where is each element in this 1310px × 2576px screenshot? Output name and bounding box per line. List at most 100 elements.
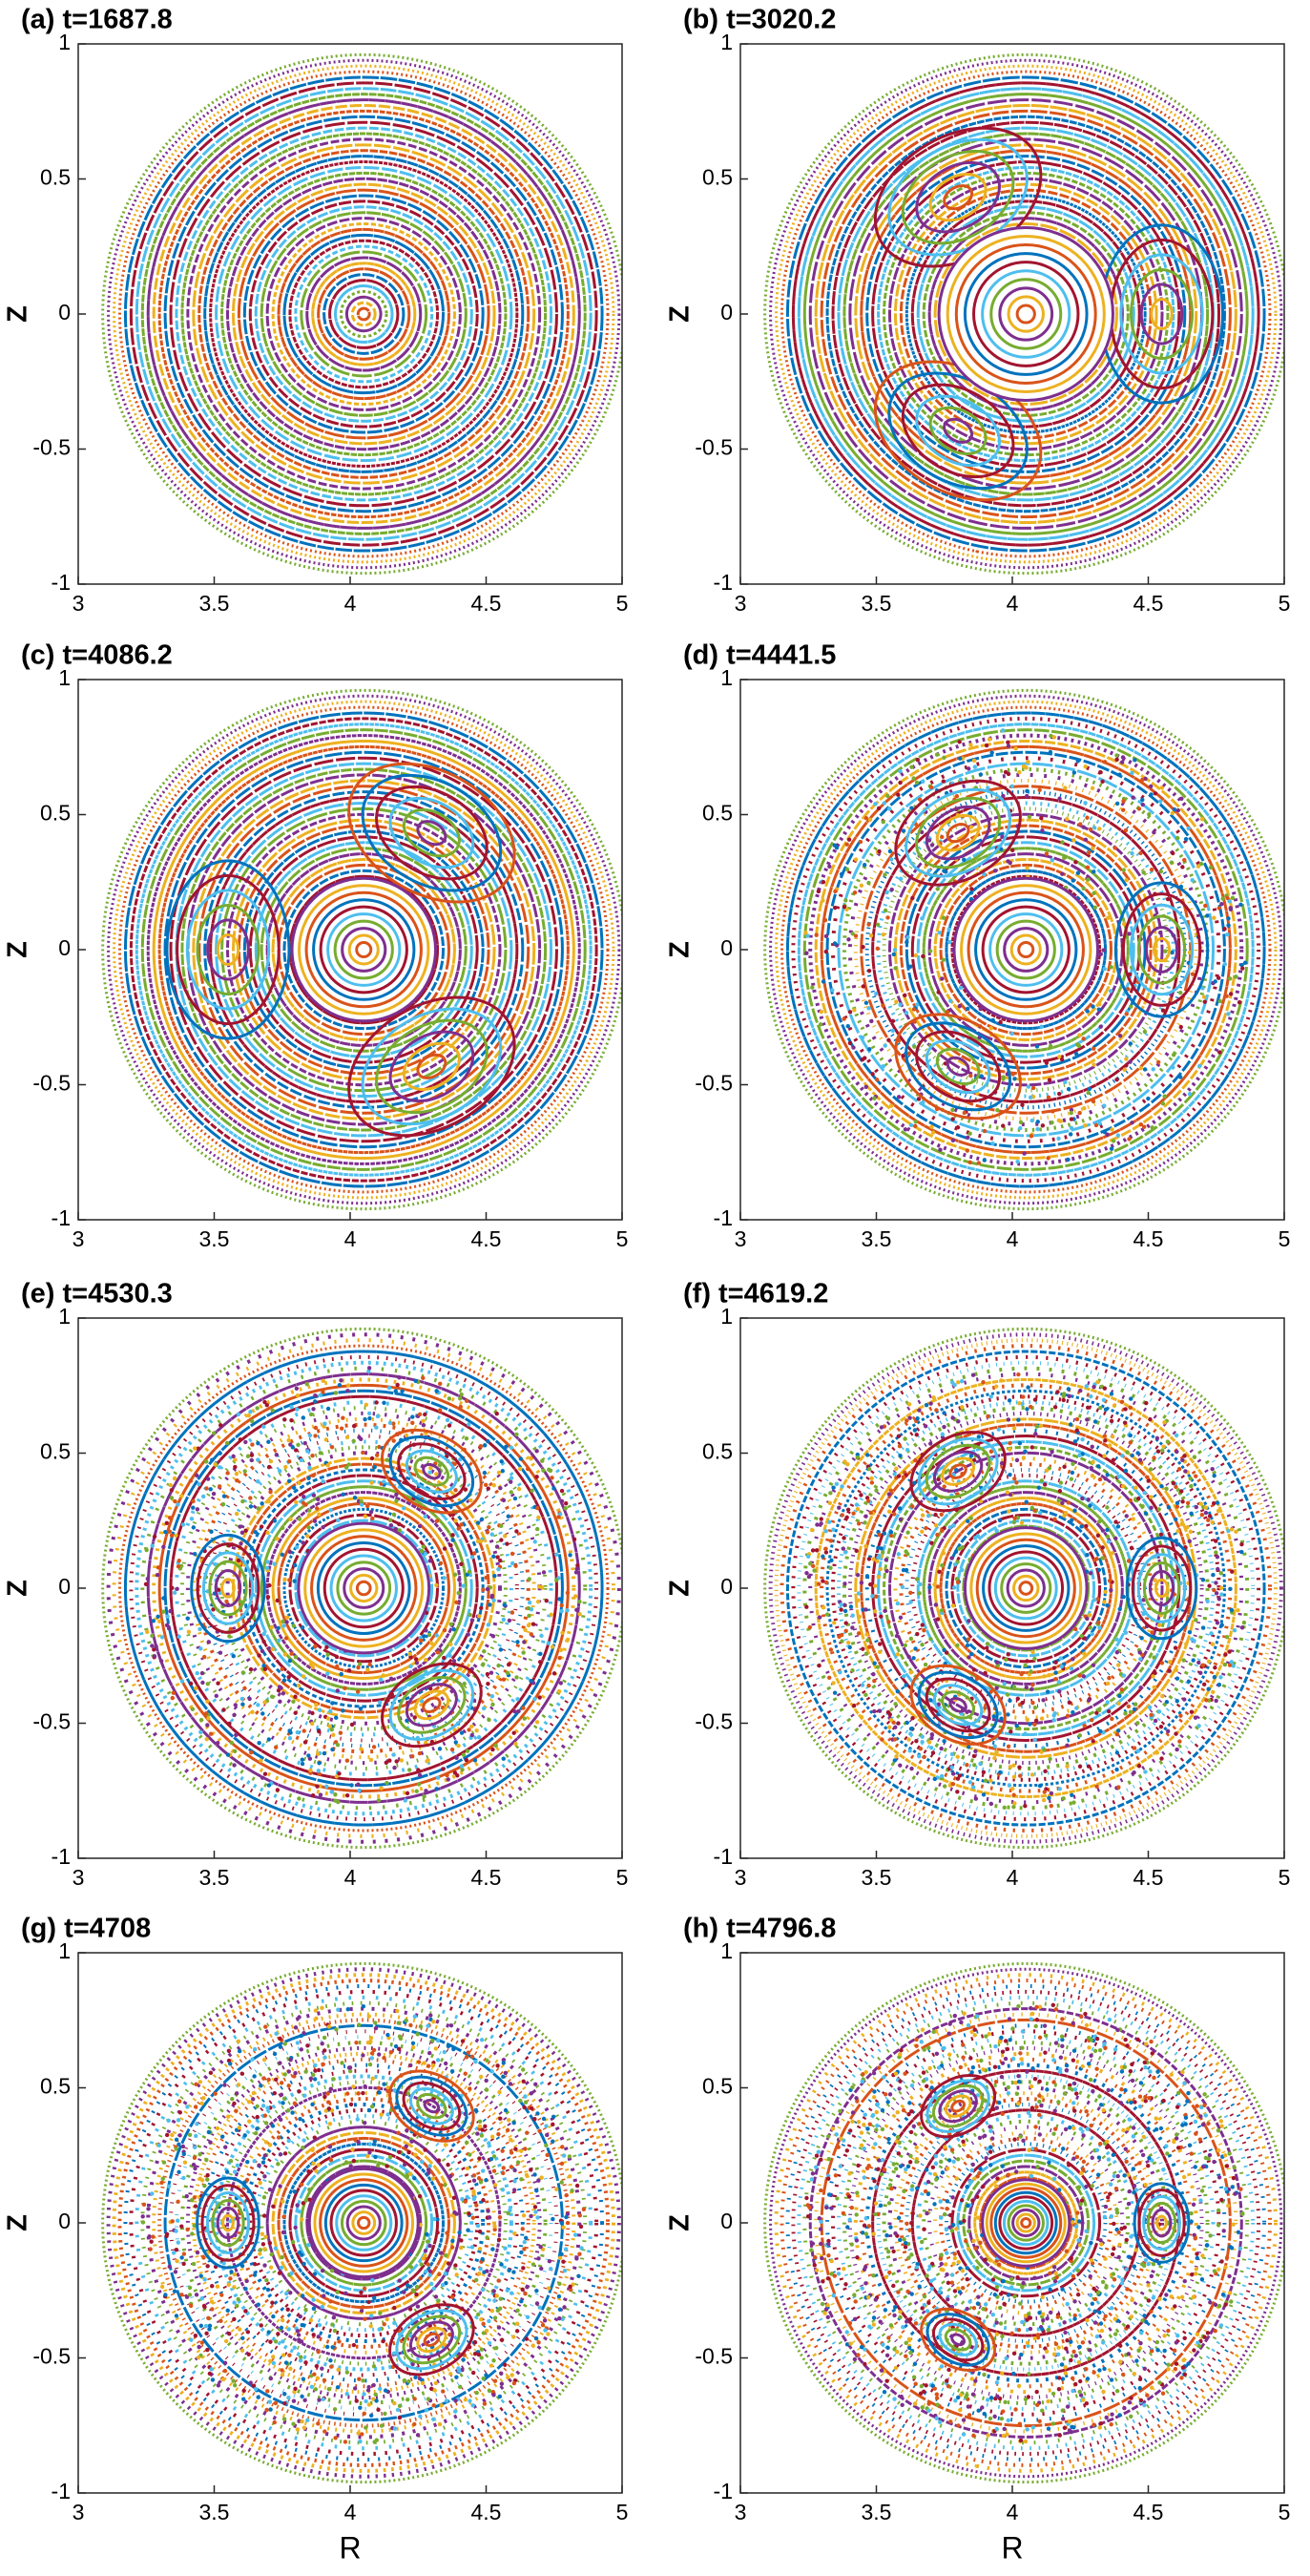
chaotic-point (361, 2053, 365, 2058)
chaotic-point (215, 1741, 220, 1746)
chaotic-point (1063, 2126, 1069, 2132)
chaotic-point (882, 1531, 887, 1536)
chaotic-point (913, 1646, 918, 1651)
chaotic-point (373, 2025, 379, 2031)
chaotic-point (970, 2162, 975, 2168)
chaotic-point (1195, 2251, 1199, 2256)
chaotic-point (307, 1465, 312, 1471)
chaotic-point (1231, 1664, 1236, 1668)
chaotic-point (544, 1599, 549, 1603)
chaotic-point (219, 2293, 224, 2297)
chaotic-point (290, 1445, 296, 1450)
chaotic-point (340, 2061, 344, 2065)
chaotic-point (244, 2278, 249, 2284)
chaotic-point (247, 2100, 252, 2105)
chaotic-point (1015, 1160, 1020, 1164)
island (388, 1435, 475, 1508)
chaotic-point (1186, 826, 1191, 831)
chaotic-point (563, 2247, 569, 2251)
chaotic-point (391, 1752, 396, 1757)
chaotic-point (577, 1611, 582, 1617)
chaotic-point (921, 779, 925, 785)
flux-surface (797, 87, 1255, 541)
chaotic-point (1070, 1470, 1075, 1476)
chaotic-point (1218, 2119, 1224, 2124)
chaotic-point (249, 1457, 254, 1463)
chaotic-point (1175, 1449, 1179, 1455)
chaotic-point (1010, 1072, 1015, 1077)
flux-surface (802, 93, 1249, 535)
chaotic-point (1194, 1618, 1198, 1623)
chaotic-point (494, 2293, 499, 2298)
chaotic-point (567, 2154, 572, 2159)
chaotic-point (894, 1633, 900, 1639)
chaotic-point (868, 933, 874, 938)
chaotic-point (366, 2402, 372, 2407)
y-tick-label: -0.5 (32, 1071, 71, 1096)
y-axis-label: Z (3, 2214, 33, 2231)
chaotic-point (177, 2169, 181, 2174)
chaotic-point (229, 1740, 234, 1746)
flux-surface (774, 1973, 1278, 2473)
chaotic-point (1102, 967, 1107, 972)
chaotic-point (433, 2380, 439, 2386)
chaotic-point (1057, 796, 1062, 802)
island (1142, 1561, 1181, 1615)
chaotic-point (276, 2332, 281, 2336)
chaotic-point (1089, 2123, 1093, 2128)
chaotic-point (479, 1605, 484, 1611)
chaotic-point (909, 1766, 914, 1771)
chaotic-point (303, 2198, 308, 2203)
chaotic-point (1214, 1591, 1219, 1596)
chaotic-point (302, 1495, 306, 1499)
chaotic-point (888, 1533, 894, 1539)
chaotic-point (501, 2058, 507, 2063)
chaotic-point (1202, 1682, 1207, 1687)
chaotic-point (408, 2063, 413, 2068)
x-tick-label: 4.5 (1133, 1226, 1164, 1251)
chaotic-point (497, 2394, 503, 2399)
chaotic-point (320, 2268, 325, 2273)
chaotic-point (511, 2120, 516, 2126)
chaotic-point (260, 2160, 266, 2165)
chaotic-point (1216, 2128, 1221, 2133)
island (190, 1533, 266, 1644)
chaotic-point (1088, 1571, 1093, 1576)
chaotic-point (424, 2408, 429, 2413)
chaotic-point (201, 1654, 207, 1660)
chaotic-point (1071, 2058, 1076, 2063)
chaotic-point (273, 2339, 279, 2344)
chaotic-point (853, 857, 859, 862)
chaotic-point (1177, 1075, 1183, 1079)
chaotic-point (1010, 2026, 1015, 2031)
chaotic-point (187, 2285, 193, 2291)
chaotic-point (487, 1524, 491, 1530)
chaotic-point (1000, 2061, 1006, 2065)
chaotic-point (144, 1547, 149, 1553)
chaotic-point (276, 2135, 281, 2140)
chaotic-point (859, 883, 864, 889)
chaotic-point (908, 1122, 914, 1128)
y-tick-label: 0 (58, 2209, 71, 2233)
chaotic-point (168, 1482, 173, 1488)
island (925, 1038, 991, 1095)
chaotic-point (975, 2194, 980, 2199)
flux-surface (260, 2119, 468, 2327)
chaotic-point (1137, 2104, 1143, 2109)
chaotic-point (189, 2198, 195, 2203)
chaotic-point (302, 1440, 307, 1446)
y-tick-label: 1 (720, 1304, 733, 1329)
chaotic-point (1005, 1692, 1010, 1697)
island (208, 1560, 248, 1617)
chaotic-point (447, 2173, 453, 2179)
chaotic-point (1161, 1444, 1166, 1449)
chaotic-point (266, 1464, 272, 1470)
chaotic-point (960, 2286, 966, 2291)
chaotic-point (426, 2397, 431, 2401)
chaotic-point (233, 1464, 238, 1470)
chaotic-point (500, 2188, 506, 2192)
chaotic-point (1090, 1444, 1094, 1450)
chaotic-point (1138, 1122, 1144, 1127)
chaotic-point (234, 1511, 239, 1517)
chaotic-point (343, 1686, 347, 1691)
